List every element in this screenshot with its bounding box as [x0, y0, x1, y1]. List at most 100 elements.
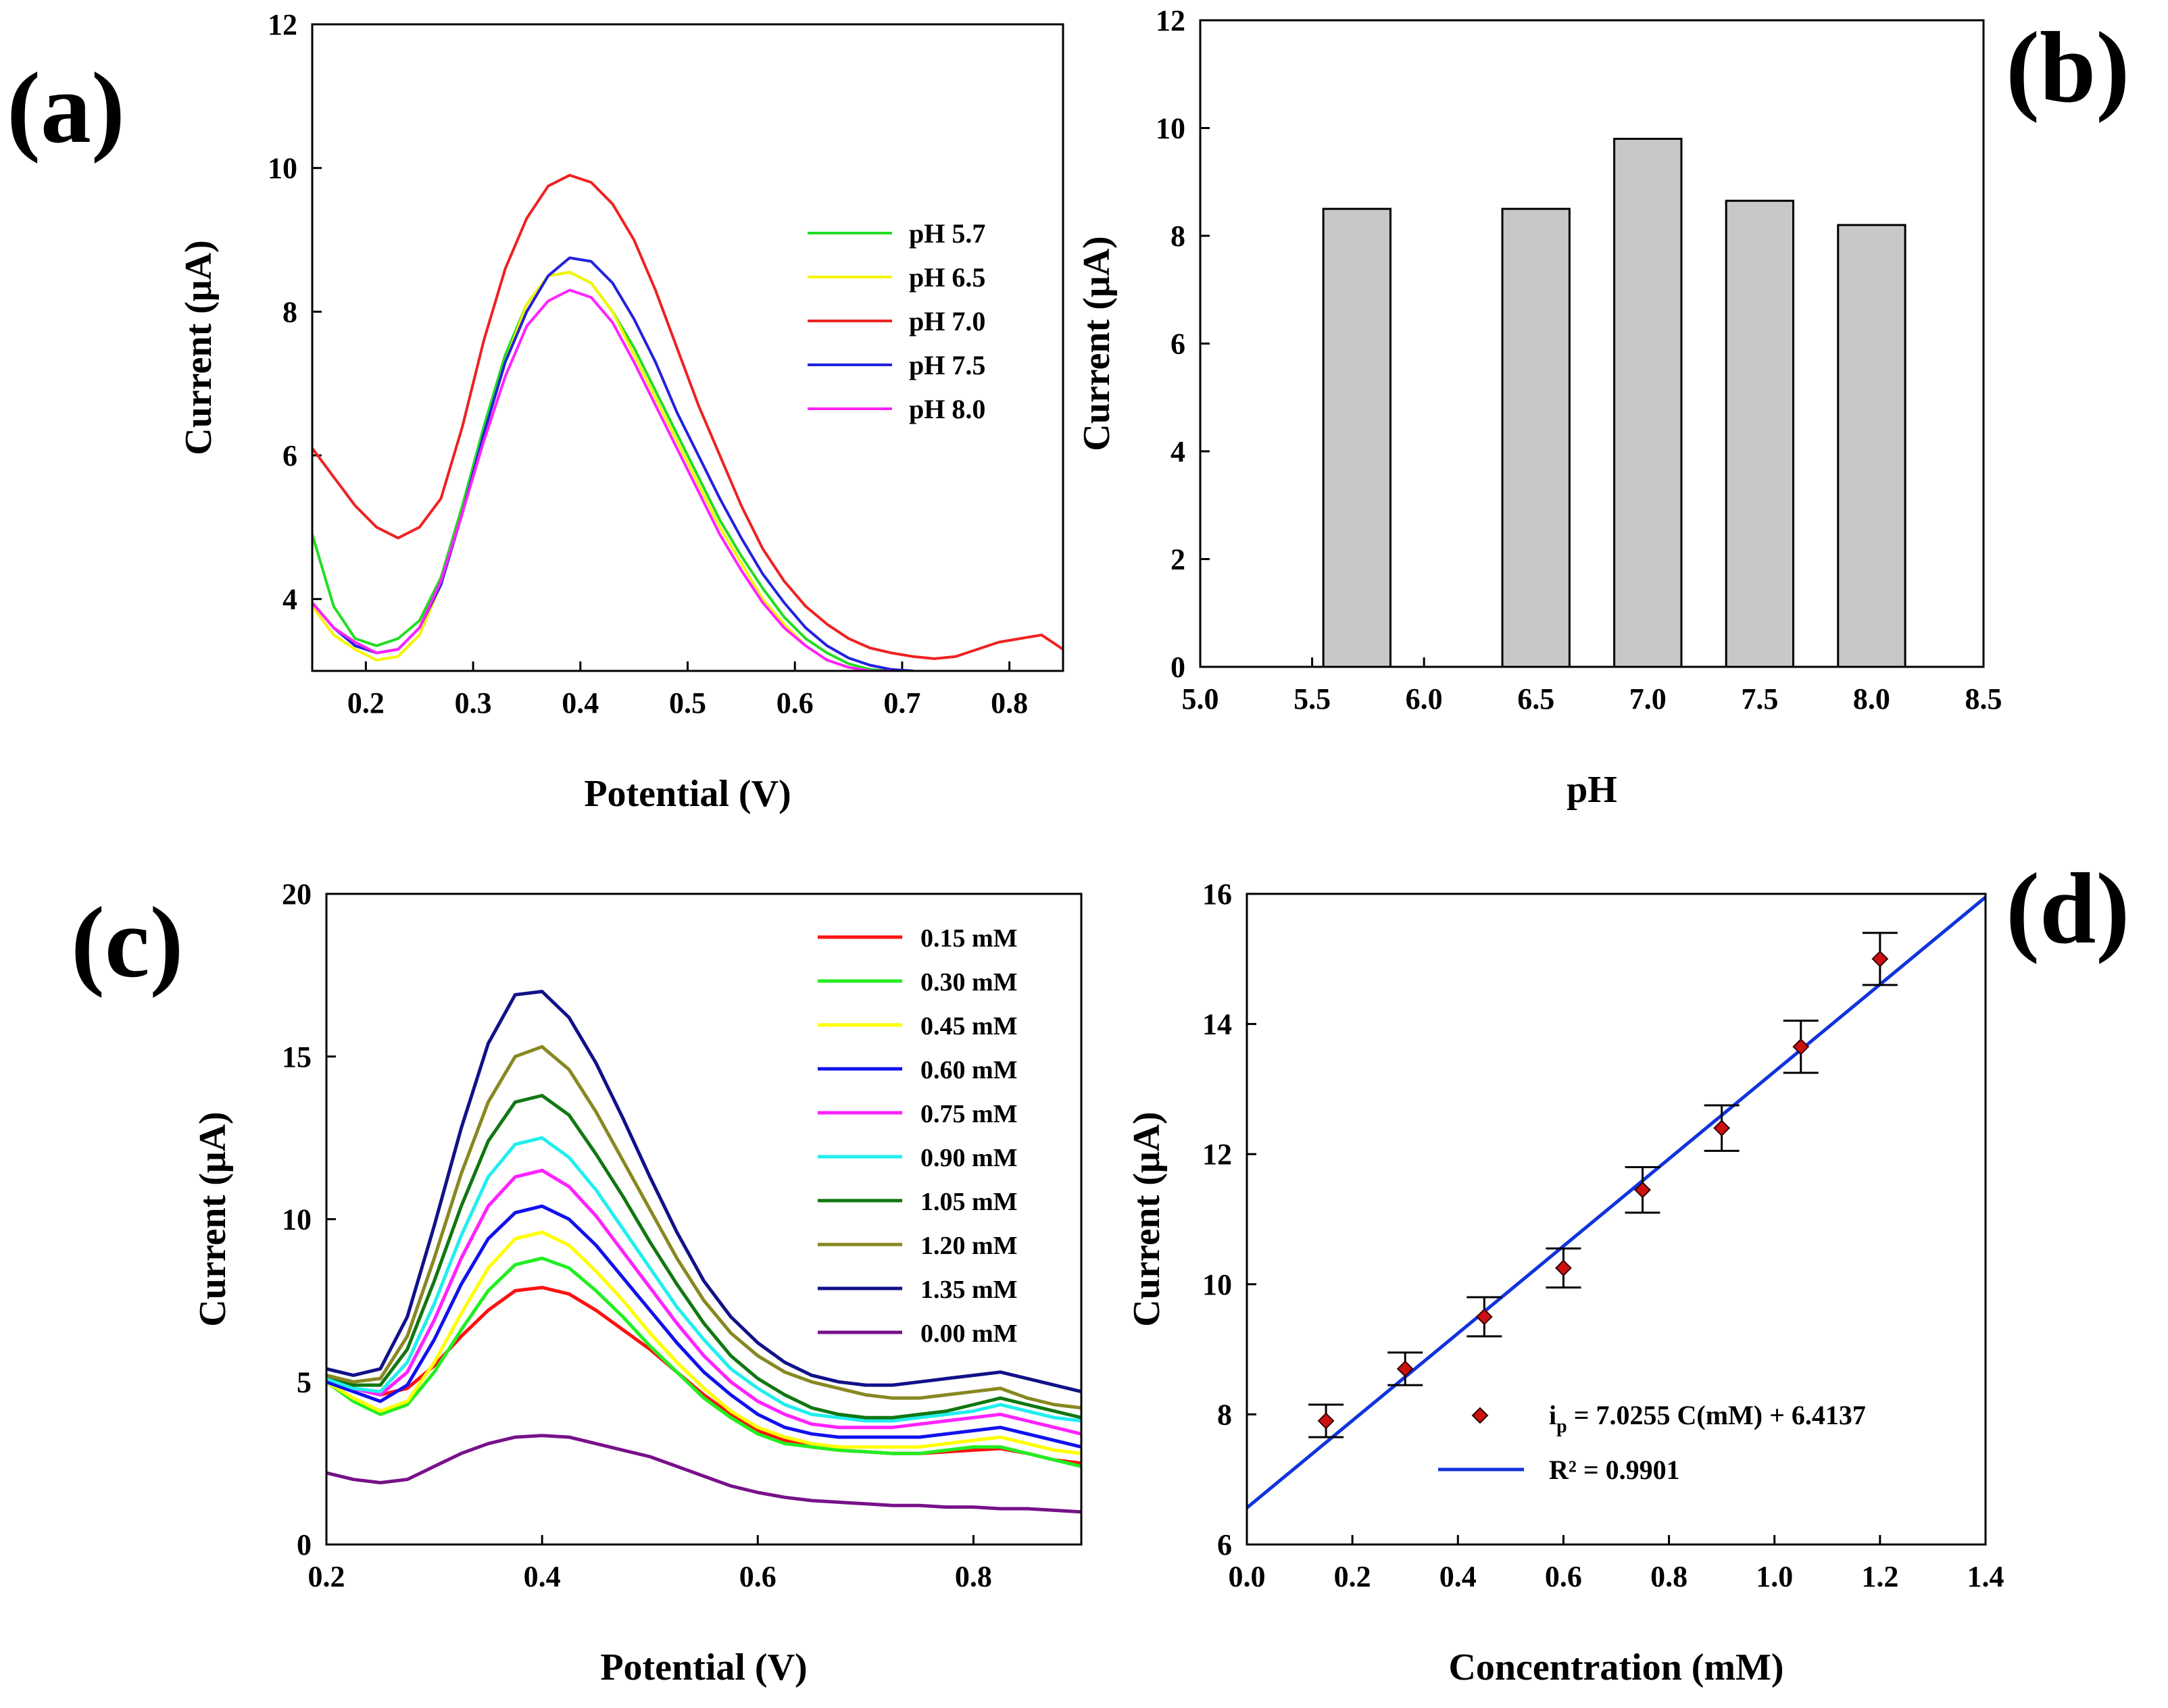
y-axis-label: Current (μA) [178, 240, 220, 455]
y-tick-label: 10 [1156, 112, 1185, 145]
y-tick-label: 5 [297, 1365, 312, 1399]
panel-label-c: (c) [71, 886, 183, 999]
bar-pH-5.7 [1322, 207, 1391, 668]
series-group [326, 990, 1081, 1514]
legend-label: 0.75 mM [920, 1100, 1018, 1128]
y-tick-label: 10 [282, 1203, 312, 1236]
x-tick-label: 6.5 [1517, 682, 1554, 715]
bar-pH-7 [1613, 137, 1683, 668]
x-tick-label: 0.2 [308, 1560, 345, 1593]
y-tick-label: 16 [1202, 878, 1232, 911]
x-tick-label: 0.8 [991, 686, 1028, 720]
x-axis-label: Potential (V) [600, 1647, 807, 1688]
x-tick-label: 8.0 [1853, 682, 1890, 715]
y-tick-label: 8 [1171, 220, 1185, 253]
data-point [1792, 1038, 1810, 1055]
x-tick-label: 0.8 [955, 1560, 992, 1593]
x-tick-label: 0.6 [739, 1560, 777, 1593]
legend-label: pH 5.7 [909, 218, 985, 249]
plot-frame [1246, 893, 1987, 1546]
y-tick-label: 12 [1202, 1138, 1232, 1171]
x-tick-label: 1.2 [1861, 1560, 1898, 1593]
chart-d: 6 8 10 12 14 16 0.0 0.2 0.4 0.6 0.8 1.0 1.2 1.4 Concen… [1126, 878, 2004, 1688]
y-tick-label: 0 [1171, 651, 1185, 684]
data-point [1634, 1181, 1651, 1199]
legend-label-equation: ip = 7.0255 C(mM) + 6.4137 [1549, 1400, 1866, 1437]
series-line-1.05-mM [326, 1094, 1081, 1420]
x-tick-label: 0.8 [1650, 1560, 1687, 1593]
bar-pH-8 [1837, 224, 1906, 668]
y-tick-label: 15 [282, 1040, 312, 1074]
series-line-pH-5.7 [312, 270, 892, 671]
x-tick-label: 0.6 [777, 686, 814, 720]
y-axis-label: Current (μA) [1126, 1111, 1168, 1326]
panel-label-b: (b) [2006, 11, 2129, 124]
y-tick-label: 12 [1156, 4, 1185, 37]
eq-rest: = 7.0255 C(mM) + 6.4137 [1567, 1400, 1866, 1430]
legend-marker [1471, 1407, 1489, 1424]
y-tick-label: 4 [282, 583, 297, 616]
plot-frame [311, 23, 1064, 672]
series-line-0.90-mM [326, 1136, 1081, 1423]
legend-label: pH 8.0 [909, 394, 985, 424]
y-tick-label: 20 [282, 878, 312, 911]
series-line-pH-6.5 [312, 270, 870, 671]
x-tick-label: 0.3 [455, 686, 492, 720]
x-axis-label: Potential (V) [584, 773, 791, 815]
x-tick-label: 0.4 [1439, 1560, 1477, 1593]
x-tick-label: 7.0 [1629, 682, 1667, 715]
x-tick-label: 5.0 [1182, 682, 1219, 715]
series-line-1.35-mM [326, 990, 1081, 1394]
series-line-pH-7.0 [312, 174, 1063, 660]
y-tick-label: 14 [1202, 1008, 1232, 1041]
legend-label-r2: R² = 0.9901 [1549, 1455, 1680, 1485]
x-tick-label: 1.4 [1967, 1560, 2004, 1593]
legend-label: 0.15 mM [920, 924, 1018, 953]
data-point [1396, 1360, 1414, 1378]
series-line-1.20-mM [326, 1045, 1081, 1410]
y-tick-label: 6 [1171, 328, 1185, 361]
eq-sub: p [1556, 1416, 1567, 1437]
y-tick-label: 8 [1217, 1398, 1232, 1431]
x-tick-label: 0.0 [1229, 1560, 1266, 1593]
bar-pH-6.5 [1501, 207, 1571, 668]
legend-label: pH 6.5 [909, 262, 985, 293]
legend: 0.15 mM 0.30 mM 0.45 mM 0.60 mM 0.75 mM 0.90 … [818, 924, 1018, 1348]
legend: pH 5.7 pH 6.5 pH 7.0 pH 7.5 pH 8.0 [808, 218, 985, 424]
data-point [1475, 1308, 1493, 1326]
eq-i: i [1549, 1400, 1556, 1430]
data-point [1555, 1259, 1572, 1277]
data-point [1713, 1120, 1731, 1137]
bar-pH-7.5 [1725, 199, 1795, 668]
y-tick-label: 10 [268, 152, 297, 185]
y-tick-label: 12 [268, 8, 297, 41]
data-point [1317, 1412, 1335, 1430]
series-group [312, 174, 1063, 671]
x-tick-label: 1.0 [1756, 1560, 1793, 1593]
legend-label: 1.35 mM [920, 1276, 1018, 1304]
chart-c: 0 5 10 15 20 0.2 0.4 0.6 0.8 Potential (V) Current… [192, 878, 1083, 1688]
data-point [1871, 950, 1889, 968]
y-tick-label: 0 [297, 1528, 312, 1561]
chart-a: 4 6 8 10 12 0.2 0.3 0.4 0.5 0.6 0.7 0.8 Potential (V… [178, 8, 1064, 815]
x-axis-label: Concentration (mM) [1448, 1647, 1783, 1688]
x-tick-label: 7.5 [1741, 682, 1778, 715]
series-line-0.30-mM [326, 1256, 1081, 1468]
legend-label: 1.05 mM [920, 1188, 1018, 1216]
legend-label: 0.30 mM [920, 968, 1018, 997]
series-line-0.75-mM [326, 1168, 1081, 1436]
fit-line [1247, 895, 1986, 1509]
chart-b: 0 2 4 6 8 10 12 5.0 5.5 6.0 6.5 7.0 7.5 8.0 8.5 pH Curre… [1076, 4, 2002, 811]
y-tick-label: 6 [282, 439, 297, 472]
y-tick-label: 6 [1217, 1528, 1232, 1561]
y-axis-label: Current (μA) [1076, 236, 1118, 451]
y-tick-label: 2 [1171, 543, 1185, 576]
x-tick-label: 8.5 [1965, 682, 2002, 715]
x-axis-label: pH [1567, 769, 1617, 811]
series-line-0.60-mM [326, 1204, 1081, 1449]
x-tick-label: 0.2 [347, 686, 385, 720]
x-tick-label: 0.7 [883, 686, 920, 720]
legend-label: 1.20 mM [920, 1232, 1018, 1260]
x-tick-label: 6.0 [1406, 682, 1443, 715]
